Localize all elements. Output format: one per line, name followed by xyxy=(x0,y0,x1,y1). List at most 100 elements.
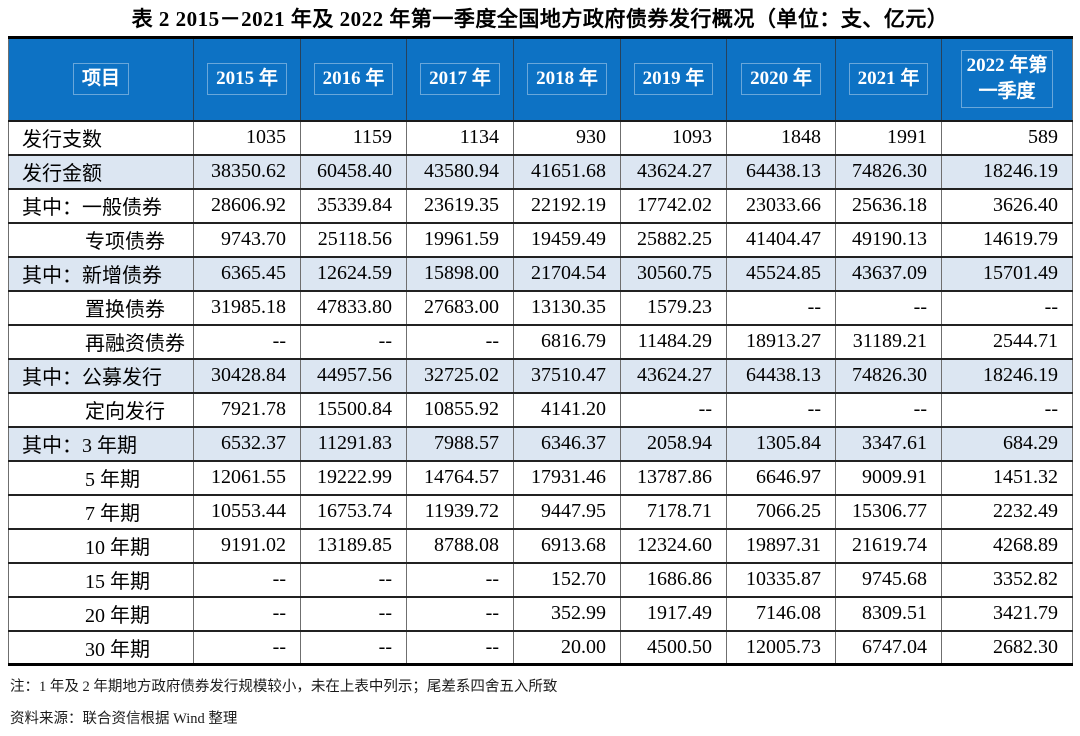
row-label: 其中：3 年期 xyxy=(8,425,194,461)
row-label: 30 年期 xyxy=(8,629,194,665)
cell-value: 1686.86 xyxy=(620,561,727,597)
cell-value: 35339.84 xyxy=(300,187,407,223)
cell-value: 41404.47 xyxy=(726,221,836,257)
cell-value: 31985.18 xyxy=(193,289,301,325)
cell-value: 27683.00 xyxy=(406,289,514,325)
column-header-label: 2019 年 xyxy=(633,63,714,96)
cell-value: 6747.04 xyxy=(835,629,942,665)
cell-value: 6532.37 xyxy=(193,425,301,461)
cell-value: -- xyxy=(941,289,1073,325)
cell-value: 18246.19 xyxy=(941,153,1073,189)
cell-value: 2544.71 xyxy=(941,323,1073,359)
table-row: 专项债券 9743.70 25118.56 19961.59 19459.49 25882… xyxy=(8,221,1073,257)
cell-value: 23619.35 xyxy=(406,187,514,223)
cell-value: 43580.94 xyxy=(406,153,514,189)
table-row: 定向发行 7921.78 15500.84 10855.92 4141.20 -- -- --… xyxy=(8,391,1073,427)
cell-value: 2058.94 xyxy=(620,425,727,461)
cell-value: 49190.13 xyxy=(835,221,942,257)
table-header-row: 项目 2015 年 2016 年 2017 年 2018 年 2019 年 2020 年 20… xyxy=(8,37,1073,122)
row-label: 发行支数 xyxy=(8,120,194,155)
cell-value: 9743.70 xyxy=(193,221,301,257)
cell-value: 9447.95 xyxy=(513,493,621,529)
table-row: 5 年期 12061.55 19222.99 14764.57 17931.46 1378… xyxy=(8,459,1073,495)
row-label: 定向发行 xyxy=(8,391,194,427)
cell-value: 22192.19 xyxy=(513,187,621,223)
row-label: 其中：一般债券 xyxy=(8,187,194,223)
cell-value: 15701.49 xyxy=(941,255,1073,291)
cell-value: 2232.49 xyxy=(941,493,1073,529)
cell-value: -- xyxy=(406,323,514,359)
cell-value: 6346.37 xyxy=(513,425,621,461)
cell-value: 12005.73 xyxy=(726,629,836,665)
cell-value: 20.00 xyxy=(513,629,621,665)
cell-value: 21619.74 xyxy=(835,527,942,563)
cell-value: 3626.40 xyxy=(941,187,1073,223)
column-header-label: 2020 年 xyxy=(741,63,821,96)
cell-value: -- xyxy=(300,629,407,665)
row-label: 5 年期 xyxy=(8,459,194,495)
cell-value: 23033.66 xyxy=(726,187,836,223)
cell-value: 8309.51 xyxy=(835,595,942,631)
cell-value: 6365.45 xyxy=(193,255,301,291)
cell-value: 19222.99 xyxy=(300,459,407,495)
table-row: 20 年期 -- -- -- 352.99 1917.49 7146.08 8309.51 34… xyxy=(8,595,1073,631)
cell-value: 9191.02 xyxy=(193,527,301,563)
table-body: 发行支数 1035 1159 1134 930 1093 1848 1991 589 发行金额 38… xyxy=(8,120,1073,665)
row-label: 其中：公募发行 xyxy=(8,357,194,393)
cell-value: 19897.31 xyxy=(726,527,836,563)
column-header-label: 2016 年 xyxy=(313,63,394,96)
cell-value: 18913.27 xyxy=(726,323,836,359)
cell-value: 25118.56 xyxy=(300,221,407,257)
cell-value: 14619.79 xyxy=(941,221,1073,257)
cell-value: -- xyxy=(300,595,407,631)
cell-value: 12061.55 xyxy=(193,459,301,495)
cell-value: 12324.60 xyxy=(620,527,727,563)
table-row: 30 年期 -- -- -- 20.00 4500.50 12005.73 6747.04 26… xyxy=(8,629,1073,665)
cell-value: 11291.83 xyxy=(300,425,407,461)
cell-value: 17931.46 xyxy=(513,459,621,495)
table-row: 其中：一般债券 28606.92 35339.84 23619.35 22192.19 1… xyxy=(8,187,1073,223)
cell-value: 1579.23 xyxy=(620,289,727,325)
cell-value: 4268.89 xyxy=(941,527,1073,563)
cell-value: -- xyxy=(300,323,407,359)
cell-value: 3352.82 xyxy=(941,561,1073,597)
cell-value: 31189.21 xyxy=(835,323,942,359)
cell-value: 6816.79 xyxy=(513,323,621,359)
cell-value: 60458.40 xyxy=(300,153,407,189)
cell-value: 11939.72 xyxy=(406,493,514,529)
cell-value: 43624.27 xyxy=(620,153,727,189)
cell-value: 37510.47 xyxy=(513,357,621,393)
table-row: 发行金额 38350.62 60458.40 43580.94 41651.68 4362… xyxy=(8,153,1073,189)
cell-value: 17742.02 xyxy=(620,187,727,223)
cell-value: 43624.27 xyxy=(620,357,727,393)
cell-value: 19961.59 xyxy=(406,221,514,257)
cell-value: 15898.00 xyxy=(406,255,514,291)
cell-value: 15306.77 xyxy=(835,493,942,529)
table-row: 7 年期 10553.44 16753.74 11939.72 9447.95 7178.… xyxy=(8,493,1073,529)
cell-value: 45524.85 xyxy=(726,255,836,291)
cell-value: 10335.87 xyxy=(726,561,836,597)
cell-value: 18246.19 xyxy=(941,357,1073,393)
cell-value: 7066.25 xyxy=(726,493,836,529)
table-row: 发行支数 1035 1159 1134 930 1093 1848 1991 589 xyxy=(8,120,1073,155)
cell-value: 684.29 xyxy=(941,425,1073,461)
cell-value: 43637.09 xyxy=(835,255,942,291)
cell-value: 352.99 xyxy=(513,595,621,631)
cell-value: 44957.56 xyxy=(300,357,407,393)
cell-value: -- xyxy=(193,595,301,631)
table-row: 置换债券 31985.18 47833.80 27683.00 13130.35 1579… xyxy=(8,289,1073,325)
row-label: 发行金额 xyxy=(8,153,194,189)
row-label: 7 年期 xyxy=(8,493,194,529)
table-row: 其中：公募发行 30428.84 44957.56 32725.02 37510.47 4… xyxy=(8,357,1073,393)
column-header-label: 2018 年 xyxy=(527,63,607,96)
cell-value: -- xyxy=(406,595,514,631)
cell-value: 32725.02 xyxy=(406,357,514,393)
cell-value: -- xyxy=(835,391,942,427)
cell-value: 74826.30 xyxy=(835,357,942,393)
cell-value: 30428.84 xyxy=(193,357,301,393)
cell-value: -- xyxy=(193,629,301,665)
row-label: 再融资债券 xyxy=(8,323,194,359)
cell-value: 589 xyxy=(941,120,1073,155)
cell-value: 7146.08 xyxy=(726,595,836,631)
cell-value: 1848 xyxy=(726,120,836,155)
